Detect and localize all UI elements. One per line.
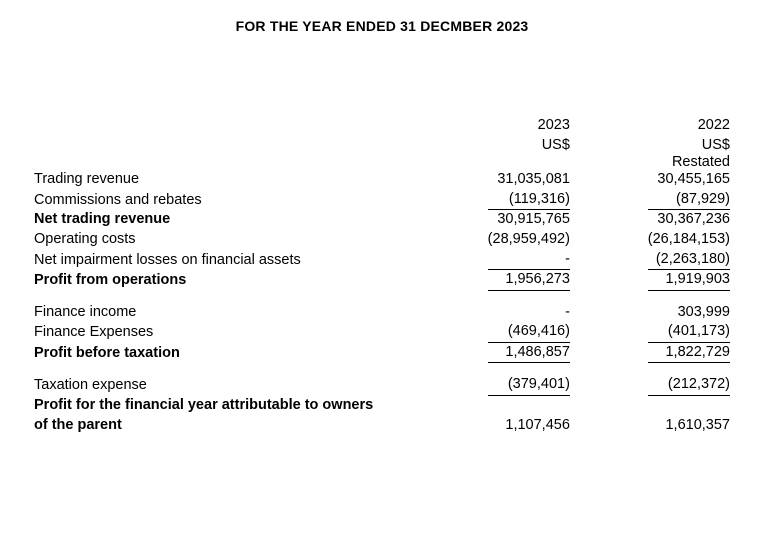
value-2022: 303,999 [570,303,730,323]
row-taxation-expense: Taxation expense (379,401) (212,372) [34,375,730,396]
label: Finance Expenses [34,322,410,343]
label: Operating costs [34,230,410,250]
label-line2: of the parent [34,416,410,436]
value-2023: 31,035,081 [410,170,570,190]
header-restated-row: Restated [34,155,730,170]
col-currency-2: US$ [570,136,730,156]
value-2023: (28,959,492) [410,230,570,250]
value-2022: 1,610,357 [570,416,730,436]
col-currency-1: US$ [410,136,570,156]
label: Trading revenue [34,170,410,190]
page-title: FOR THE YEAR ENDED 31 DECMBER 2023 [34,18,730,34]
value-2022: 30,367,236 [570,210,730,230]
row-net-trading-revenue: Net trading revenue 30,915,765 30,367,23… [34,210,730,230]
row-profit-year-line1: Profit for the financial year attributab… [34,396,730,416]
row-commissions: Commissions and rebates (119,316) (87,92… [34,190,730,211]
financial-table: 2023 2022 US$ US$ Restated Trading reven… [34,116,730,435]
col-restated: Restated [570,155,730,170]
row-trading-revenue: Trading revenue 31,035,081 30,455,165 [34,170,730,190]
row-profit-from-operations: Profit from operations 1,956,273 1,919,9… [34,270,730,291]
value-2022: (401,173) [570,322,730,343]
col-year-1: 2023 [410,116,570,136]
value-2022: 1,822,729 [570,343,730,364]
label: Net impairment losses on financial asset… [34,250,410,271]
label: Profit from operations [34,270,410,291]
value-2023: (379,401) [410,375,570,396]
value-2023: 1,486,857 [410,343,570,364]
value-2022: (26,184,153) [570,230,730,250]
header-year-row: 2023 2022 [34,116,730,136]
value-2023: (469,416) [410,322,570,343]
row-finance-income: Finance income - 303,999 [34,303,730,323]
value-2022: (212,372) [570,375,730,396]
header-currency-row: US$ US$ [34,136,730,156]
value-2022: 1,919,903 [570,270,730,291]
value-2022: 30,455,165 [570,170,730,190]
value-2023: 1,107,456 [410,416,570,436]
label: Taxation expense [34,375,410,396]
value-2023: - [410,250,570,271]
row-profit-year-line2: of the parent 1,107,456 1,610,357 [34,416,730,436]
row-operating-costs: Operating costs (28,959,492) (26,184,153… [34,230,730,250]
label-line1: Profit for the financial year attributab… [34,396,410,416]
label: Finance income [34,303,410,323]
label: Commissions and rebates [34,190,410,211]
value-2023: - [410,303,570,323]
statement-page: FOR THE YEAR ENDED 31 DECMBER 2023 2023 … [0,0,770,435]
label: Profit before taxation [34,343,410,364]
row-finance-expenses: Finance Expenses (469,416) (401,173) [34,322,730,343]
value-2022: (2,263,180) [570,250,730,271]
value-2023: (119,316) [410,190,570,211]
row-net-impairment: Net impairment losses on financial asset… [34,250,730,271]
blank [34,116,410,136]
row-profit-before-tax: Profit before taxation 1,486,857 1,822,7… [34,343,730,364]
col-year-2: 2022 [570,116,730,136]
value-2023: 30,915,765 [410,210,570,230]
value-2022: (87,929) [570,190,730,211]
value-2023: 1,956,273 [410,270,570,291]
label: Net trading revenue [34,210,410,230]
